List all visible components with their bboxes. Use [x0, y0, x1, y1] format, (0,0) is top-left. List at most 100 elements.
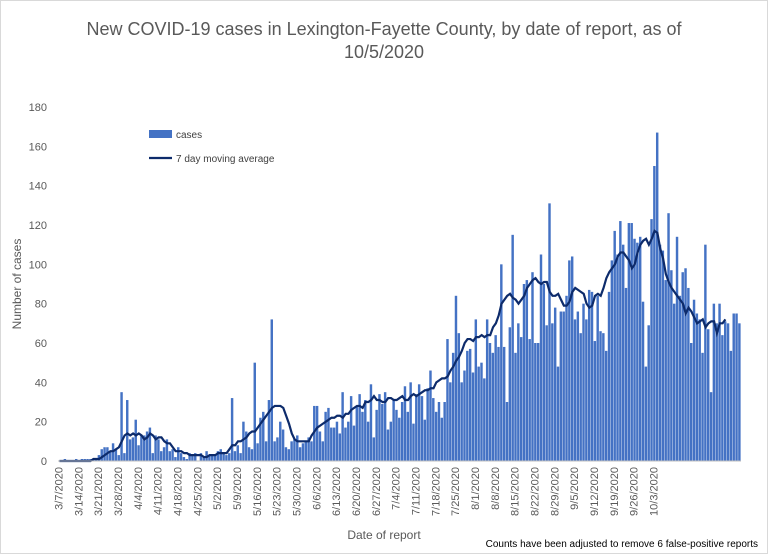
bar-cases — [194, 453, 197, 461]
bar-cases — [451, 352, 455, 461]
y-axis-title: Number of cases — [10, 239, 24, 330]
bar-cases — [576, 311, 580, 461]
bar-cases — [590, 291, 594, 461]
bar-cases — [718, 303, 721, 461]
x-tick-label: 7/18/2020 — [430, 467, 442, 516]
bar-cases — [556, 366, 560, 461]
bar-cases — [245, 431, 248, 461]
bar-cases — [372, 437, 376, 461]
bar-cases — [423, 419, 427, 461]
bar-cases — [174, 457, 177, 461]
bar-cases — [293, 439, 296, 461]
bar-cases — [216, 451, 220, 461]
legend: cases 7 day moving average — [149, 130, 275, 165]
bar-cases — [477, 366, 480, 461]
bar-cases — [253, 362, 256, 461]
bar-cases — [134, 419, 137, 461]
bar-cases — [497, 346, 500, 461]
bar-cases — [511, 234, 514, 461]
bar-cases — [222, 453, 225, 461]
bar-cases — [128, 439, 132, 461]
bar-cases — [358, 394, 361, 461]
bar-cases — [287, 449, 290, 461]
bar-cases — [208, 455, 211, 461]
bar-cases — [658, 244, 662, 461]
bar-cases — [638, 236, 642, 461]
bar-cases — [483, 378, 486, 461]
bar-cases — [239, 453, 242, 461]
bar-cases — [670, 270, 673, 461]
bar-cases — [684, 268, 687, 461]
x-tick-label: 5/30/2020 — [291, 467, 303, 516]
bar-cases — [545, 325, 548, 461]
x-axis-ticks: 3/7/2020 3/14/2020 3/21/2020 3/28/2020 4/4/2… — [53, 467, 660, 516]
bar-cases — [160, 451, 163, 461]
bar-cases — [310, 441, 313, 461]
bar-cases — [604, 350, 608, 461]
bar-cases — [304, 441, 307, 461]
bar-cases — [236, 445, 239, 461]
x-tick-label: 10/3/2020 — [649, 467, 661, 516]
bar-cases — [528, 339, 531, 461]
bar-cases — [264, 441, 268, 461]
bar-cases — [568, 260, 571, 461]
x-tick-label: 3/14/2020 — [73, 467, 85, 516]
x-tick-label: 9/19/2020 — [609, 467, 621, 516]
bar-cases — [154, 435, 157, 461]
bar-cases — [712, 303, 716, 461]
bar-cases — [471, 372, 475, 461]
bar-cases — [704, 244, 707, 461]
x-tick-label: 6/27/2020 — [371, 467, 383, 516]
bar-cases — [179, 453, 183, 461]
bar-cases — [579, 333, 582, 461]
bar-cases — [429, 370, 432, 461]
bar-cases — [270, 319, 273, 461]
x-tick-label: 5/2/2020 — [212, 467, 224, 510]
bar-cases — [457, 333, 461, 461]
bar-cases — [437, 402, 441, 461]
bar-cases — [735, 313, 738, 461]
bar-cases — [570, 256, 574, 461]
bar-cases — [536, 343, 540, 461]
line-series-moving-average — [59, 229, 727, 463]
bar-cases — [381, 403, 384, 461]
bar-cases — [517, 323, 520, 461]
bar-cases — [443, 402, 446, 461]
x-tick-label: 3/7/2020 — [53, 467, 65, 510]
x-tick-label: 8/8/2020 — [490, 467, 502, 510]
x-tick-label: 9/26/2020 — [629, 467, 641, 516]
bar-cases — [415, 394, 418, 461]
bar-cases — [587, 289, 591, 461]
x-axis-title: Date of report — [347, 528, 421, 542]
bar-cases — [687, 287, 690, 461]
bar-cases — [412, 423, 415, 461]
y-tick-label: 0 — [41, 456, 47, 468]
bar-cases — [100, 449, 103, 461]
y-tick-label: 180 — [29, 102, 47, 114]
bar-cases — [211, 455, 214, 461]
bar-cases — [565, 295, 568, 461]
bar-cases — [383, 392, 387, 461]
bar-cases — [607, 291, 611, 461]
bar-cases — [559, 311, 563, 461]
x-tick-label: 5/16/2020 — [252, 467, 264, 516]
y-tick-label: 140 — [29, 181, 47, 193]
bar-cases — [168, 451, 171, 461]
x-tick-label: 5/9/2020 — [232, 467, 244, 510]
bar-cases — [341, 392, 344, 461]
bar-cases — [123, 453, 126, 461]
bar-cases — [151, 453, 154, 461]
bar-cases — [191, 455, 194, 461]
bar-cases — [519, 337, 523, 461]
bar-cases — [508, 327, 512, 461]
bar-cases — [247, 447, 251, 461]
bar-cases — [281, 429, 285, 461]
bar-cases — [199, 453, 203, 461]
y-axis-ticks: 0 20 40 60 80 100 120 140 160 180 — [29, 102, 47, 468]
bar-cases — [562, 311, 565, 461]
bar-cases — [213, 455, 217, 461]
bar-cases — [641, 301, 645, 461]
bar-cases — [366, 421, 370, 461]
x-tick-label: 7/11/2020 — [411, 467, 423, 515]
